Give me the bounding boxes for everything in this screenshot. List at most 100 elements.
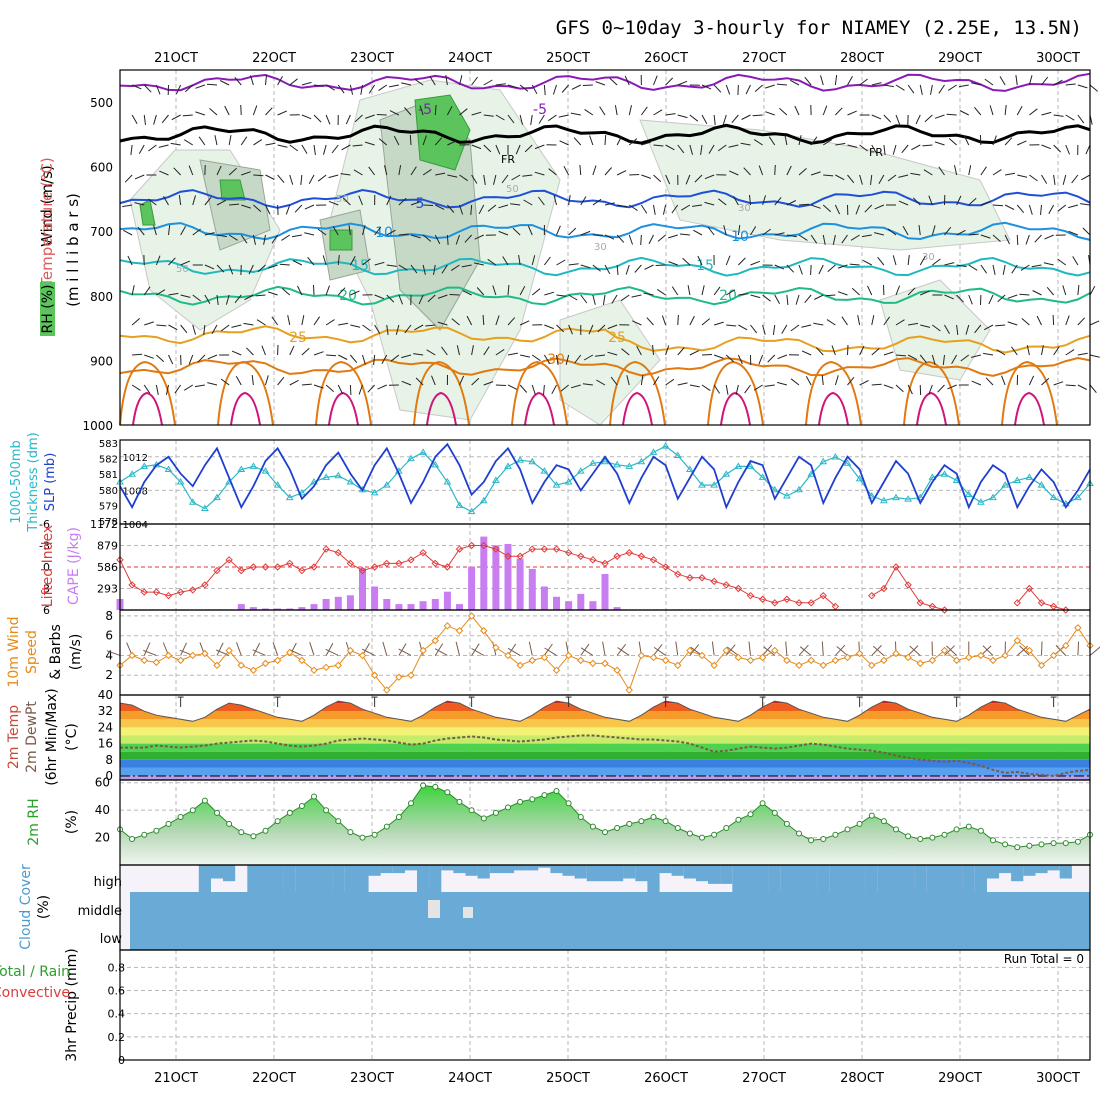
wind-barb [755,85,763,92]
wind-barb [863,260,872,265]
thickness-axis-label: 1000-500mb [9,440,24,524]
rh-point [457,799,462,804]
wind-barb [842,317,848,325]
cloud-high-bar [466,865,478,876]
rh-point [833,832,838,837]
wind-barb [548,115,556,121]
wind-barb [949,138,957,145]
wind-barb-10m [456,642,459,656]
wind-barb [532,289,540,295]
wind-barb [759,355,763,364]
cloud-high-bar [575,865,587,879]
wind-barb [401,83,411,85]
wind-barb [908,85,914,93]
cape-bar [335,597,342,610]
wind-barb [1026,235,1029,244]
cape-bar [602,574,609,610]
rh-point [869,813,874,818]
wind-barb-10m [822,642,823,656]
wind-barb [610,78,617,85]
wind-speed-point [602,660,608,666]
wind-barb [290,380,299,385]
wind-barb [207,383,217,385]
wind-barb [872,384,882,385]
cloud-high-bar [672,865,684,876]
cloud-high-bar [1048,865,1060,870]
wind-barb [768,355,775,362]
wind-barb [1029,205,1032,215]
wind-barb [680,234,690,235]
wind-barb [569,295,578,300]
cloud-high-bar [744,865,756,892]
wind-barb [765,112,774,115]
wind-barb [326,286,329,295]
wind-barb [751,325,757,333]
panel-frame [120,440,1090,524]
rh-point [396,815,401,820]
wind-barb [828,265,836,272]
wind-barb [773,325,774,335]
rh-point [348,830,353,835]
wind-barb [911,145,920,150]
wind-barb-10m [749,642,751,656]
wind-barb [666,78,673,85]
wind-barb [596,82,605,85]
rh-point [590,824,595,829]
cape-bar [529,569,536,610]
wind-barb [872,115,881,119]
wind-barb [995,325,1005,326]
cape-bar [565,601,572,610]
wind-barb [256,295,266,296]
wind-barb-10m [144,643,150,656]
cape-bar [359,568,366,610]
cloud-high-bar [902,865,914,892]
wind-barb [945,263,955,265]
cloud-high-bar [732,865,744,892]
rh-contour-label: 50 [176,264,189,275]
wind-barb [181,325,187,333]
wind-barb [779,108,786,115]
cape-bar [517,559,524,610]
wind-barb [663,205,665,215]
date-tick-bottom: 23OCT [350,1071,394,1086]
cloud-high-bar [272,865,284,892]
wind-speed-point [590,660,596,666]
wind-barb [544,385,545,395]
rh2m-axis-label: 2m RH [26,798,42,845]
rh-point [784,821,789,826]
wind-speed-point [323,664,329,670]
thickness-tick: 580 [99,486,118,497]
wind-barb [751,295,761,298]
wind-barb [350,325,360,327]
wind-barb [605,135,606,145]
date-tick-top: 25OCT [546,51,590,66]
wind-barb [144,322,154,325]
wind-barb [666,114,676,115]
wind-barb [128,256,132,265]
rh-point [1027,843,1032,848]
wind-barb [654,76,658,85]
wind-speed-point [190,652,196,658]
wind-barb [557,295,567,296]
wind-barb [641,235,642,245]
thickness-tick: 581 [99,470,118,481]
cloud-high-bar [502,865,514,873]
wind-barb [805,295,811,303]
cloud-high-bar [866,865,878,892]
wind-barb [1090,286,1095,295]
rh-point [275,819,280,824]
rh-point [918,837,923,842]
wind-barb [835,108,842,115]
rh-point [809,838,814,843]
wind-barb-10m [603,642,605,656]
rh-point [966,824,971,829]
wind-barb-10m [581,648,593,656]
cape-bar [238,604,245,610]
wind-speed-point [360,652,366,658]
wind-barb [981,265,987,273]
rh-contour-label: 30 [594,242,607,253]
wind-speed-point [141,657,147,663]
wind-barb [822,375,823,385]
rh-point [700,835,705,840]
wind-barb [496,84,506,85]
